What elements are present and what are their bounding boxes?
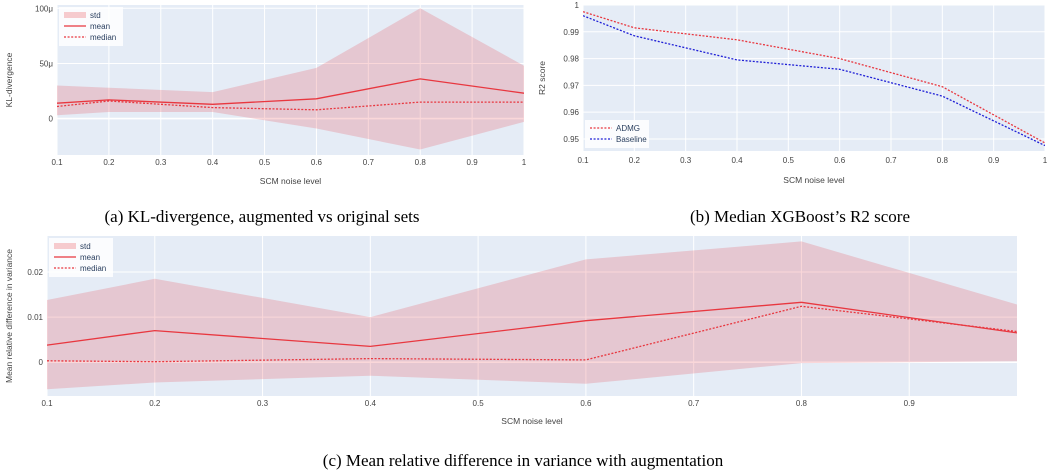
caption-a: (a) KL-divergence, augmented vs original… (104, 207, 419, 226)
chart-a-x-tick-label: 0.6 (311, 158, 323, 167)
chart-a-y-tick-label: 100μ (35, 4, 53, 13)
chart-b: 0.1 0.2 0.3 0.4 0.5 0.6 0.7 0.8 0.9 1 0.95 0.96 0.97… (537, 1, 1047, 185)
chart-b-x-tick-label: 0.1 (577, 156, 589, 165)
chart-c-x-tick-label: 0.3 (257, 399, 269, 408)
chart-c-legend-label-std: std (80, 242, 91, 251)
chart-a-plot-area (57, 5, 524, 155)
chart-b-x-tick-label: 0.7 (885, 156, 897, 165)
chart-b-y-axis-label: R2 score (537, 61, 547, 95)
chart-a-legend-label-mean: mean (90, 22, 110, 31)
chart-c-std-band (47, 241, 1017, 390)
chart-b-y-tick-label: 0.99 (563, 28, 579, 37)
chart-a-x-tick-label: 0.1 (51, 158, 63, 167)
chart-c-y-tick-label: 0.01 (27, 313, 43, 322)
chart-c-x-tick-label: 0.6 (580, 399, 592, 408)
chart-b-x-tick-label: 0.8 (937, 156, 949, 165)
chart-b-x-tick-label: 0.5 (783, 156, 795, 165)
chart-a-legend-label-median: median (90, 33, 116, 42)
chart-a-x-tick-label: 0.9 (467, 158, 479, 167)
chart-a-legend-label-std: std (90, 11, 101, 20)
chart-a-x-tick-label: 1 (522, 158, 527, 167)
chart-b-x-tick-label: 0.9 (988, 156, 1000, 165)
chart-a-std-band (57, 8, 524, 150)
chart-c-x-tick-label: 0.5 (473, 399, 485, 408)
chart-c-x-tick-label: 0.8 (796, 399, 808, 408)
chart-c-x-tick-label: 0.4 (365, 399, 377, 408)
chart-a-x-tick-label: 0.8 (415, 158, 427, 167)
caption-b: (b) Median XGBoost’s R2 score (690, 207, 910, 226)
chart-c-x-tick-label: 0.1 (41, 399, 53, 408)
chart-a-y-axis-label: KL-divergence (4, 52, 14, 107)
chart-a-x-axis-label: SCM noise level (260, 176, 322, 186)
chart-b-legend-box (585, 120, 649, 148)
chart-a-y-tick-label: 50μ (39, 59, 53, 68)
chart-b-y-tick-label: 0.98 (563, 55, 579, 64)
chart-a-x-tick-label: 0.4 (207, 158, 219, 167)
caption-c: (c) Mean relative difference in variance… (323, 451, 724, 470)
chart-b-y-tick-label: 0.97 (563, 81, 579, 90)
chart-c: 0.1 0.2 0.3 0.4 0.5 0.6 0.7 0.8 0.9 0 0.01 0.02 SCM … (4, 236, 1017, 426)
chart-c-legend-swatch-std (54, 243, 76, 249)
chart-b-y-tick-label: 0.96 (563, 108, 579, 117)
chart-a-y-tick-label: 0 (49, 115, 54, 124)
chart-b-x-tick-label: 0.6 (834, 156, 846, 165)
chart-c-series-median-line (47, 305, 1017, 363)
chart-c-y-tick-label: 0.02 (27, 268, 43, 277)
chart-a-series-median-line (57, 100, 524, 111)
chart-b-x-tick-label: 0.4 (731, 156, 743, 165)
chart-a-x-tick-label: 0.3 (155, 158, 167, 167)
chart-a-x-tick-label: 0.5 (259, 158, 271, 167)
chart-a-legend: std mean median (59, 7, 123, 46)
chart-c-y-tick-label: 0 (39, 358, 44, 367)
chart-c-legend: std mean median (49, 238, 113, 277)
chart-a-x-tick-label: 0.7 (363, 158, 375, 167)
chart-b-x-tick-label: 0.3 (680, 156, 692, 165)
chart-c-legend-label-median: median (80, 264, 106, 273)
chart-b-plot-area (583, 5, 1045, 151)
chart-b-y-tick-label: 0.95 (563, 135, 579, 144)
chart-c-plot-area (47, 236, 1017, 396)
chart-c-x-tick-label: 0.2 (149, 399, 161, 408)
chart-a: 0.1 0.2 0.3 0.4 0.5 0.6 0.7 0.8 0.9 1 0 50μ 100μ SCM … (4, 4, 527, 186)
chart-b-y-tick-label: 1 (575, 1, 580, 10)
chart-c-series-mean-line (47, 301, 1017, 348)
chart-b-legend-label-admg: ADMG (616, 124, 640, 133)
chart-b-legend: ADMG Baseline (585, 120, 649, 148)
chart-c-legend-label-mean: mean (80, 253, 100, 262)
chart-c-y-axis-label: Mean relative difference in variance (4, 249, 14, 383)
chart-c-x-tick-label: 0.9 (904, 399, 916, 408)
chart-c-x-tick-label: 0.7 (688, 399, 700, 408)
chart-a-series-mean-line (57, 78, 524, 105)
chart-b-x-tick-label: 0.2 (629, 156, 641, 165)
chart-a-legend-swatch-std (64, 12, 86, 18)
chart-b-x-axis-label: SCM noise level (783, 175, 845, 185)
chart-b-legend-label-baseline: Baseline (616, 135, 647, 144)
chart-a-x-tick-label: 0.2 (103, 158, 115, 167)
chart-b-x-tick-label: 1 (1043, 156, 1047, 165)
chart-b-series-admg-line (583, 11, 1045, 144)
chart-c-x-axis-label: SCM noise level (501, 416, 563, 426)
